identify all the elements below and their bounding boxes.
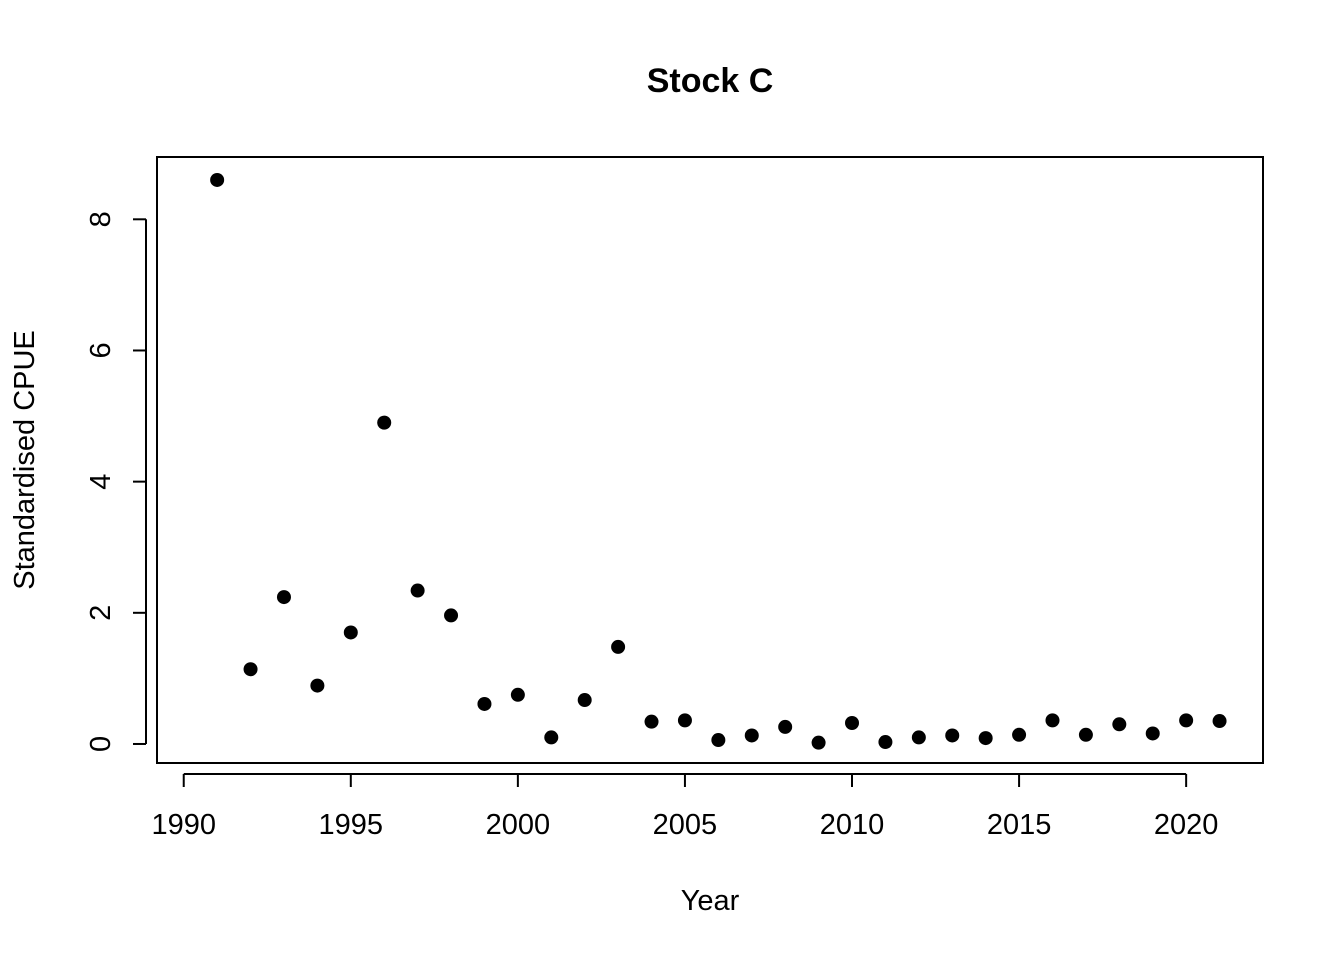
x-tick-label: 1990 bbox=[151, 809, 216, 841]
data-point bbox=[611, 639, 626, 654]
x-tick-label: 2015 bbox=[987, 809, 1052, 841]
x-tick-label: 2005 bbox=[653, 809, 718, 841]
data-point bbox=[744, 728, 759, 743]
data-point bbox=[1012, 727, 1027, 742]
x-tick-label: 2010 bbox=[820, 809, 885, 841]
y-tick-label: 0 bbox=[85, 736, 117, 752]
data-point bbox=[945, 728, 960, 743]
data-point bbox=[711, 733, 726, 748]
x-tick-label: 2020 bbox=[1154, 809, 1219, 841]
y-axis-label: Standardised CPUE bbox=[9, 330, 41, 590]
x-axis-label: Year bbox=[681, 885, 740, 917]
data-point bbox=[544, 730, 559, 745]
data-point bbox=[1145, 726, 1160, 741]
data-point bbox=[1078, 727, 1093, 742]
data-point bbox=[343, 625, 358, 640]
data-point bbox=[644, 714, 659, 729]
data-point bbox=[243, 662, 258, 677]
x-tick-label: 1995 bbox=[319, 809, 384, 841]
data-point bbox=[276, 590, 291, 605]
data-point bbox=[978, 731, 993, 746]
data-point bbox=[477, 696, 492, 711]
chart-title: Stock C bbox=[647, 62, 774, 100]
plot-area-frame bbox=[156, 156, 1264, 764]
data-point bbox=[410, 583, 425, 598]
x-axis: 1990 1995 2000 2005 2010 2015 2020 bbox=[151, 773, 1219, 841]
data-point bbox=[510, 687, 525, 702]
data-point bbox=[377, 415, 392, 430]
y-tick-label: 6 bbox=[85, 342, 117, 358]
data-point bbox=[677, 713, 692, 728]
data-point bbox=[778, 719, 793, 734]
data-points bbox=[210, 172, 1227, 750]
y-tick-label: 2 bbox=[85, 605, 117, 621]
y-tick-label: 4 bbox=[85, 474, 117, 490]
data-point bbox=[577, 693, 592, 708]
data-point bbox=[1212, 714, 1227, 729]
data-point bbox=[310, 678, 325, 693]
data-point bbox=[1179, 713, 1194, 728]
x-tick-label: 2000 bbox=[486, 809, 551, 841]
data-point bbox=[878, 735, 893, 750]
data-point bbox=[811, 735, 826, 750]
data-point bbox=[1112, 717, 1127, 732]
data-point bbox=[911, 730, 926, 745]
y-axis: 0 2 4 6 8 bbox=[85, 211, 147, 752]
data-point bbox=[210, 172, 225, 187]
data-point bbox=[845, 715, 860, 730]
data-point bbox=[1045, 713, 1060, 728]
y-tick-label: 8 bbox=[85, 211, 117, 227]
data-point bbox=[444, 608, 459, 623]
